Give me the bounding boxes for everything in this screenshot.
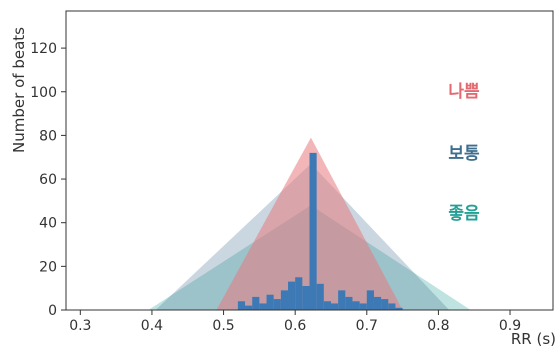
histogram-bar xyxy=(302,285,310,310)
histogram-bar xyxy=(295,277,303,310)
legend-label-good: 좋음 xyxy=(448,204,480,224)
histogram-bar xyxy=(273,299,281,310)
histogram-bar xyxy=(266,294,274,310)
histogram-bar xyxy=(288,281,296,310)
y-tick-label: 60 xyxy=(39,172,57,188)
x-tick-label: 0.7 xyxy=(356,318,378,334)
histogram-bar xyxy=(245,305,253,310)
histogram-bar xyxy=(237,301,246,310)
x-tick-label: 0.3 xyxy=(69,318,91,334)
histogram-bar xyxy=(352,301,360,310)
histogram-bar xyxy=(388,303,396,310)
histogram-bar xyxy=(373,296,382,310)
histogram-bar xyxy=(252,296,260,310)
histogram-bar xyxy=(381,299,389,310)
histogram-bar xyxy=(323,301,331,310)
histogram-bars xyxy=(237,152,403,310)
y-axis-ticks: 0 20 40 60 80 100 120 xyxy=(30,41,66,319)
histogram-bar xyxy=(309,152,317,310)
y-tick-label: 40 xyxy=(39,216,57,232)
histogram-bar xyxy=(395,307,403,310)
y-tick-label: 20 xyxy=(39,259,57,275)
x-tick-label: 0.8 xyxy=(427,318,449,334)
plot-frame xyxy=(65,10,554,311)
x-axis-ticks: 0.3 0.4 0.5 0.6 0.7 0.8 0.9 xyxy=(69,310,521,334)
histogram-bar xyxy=(280,290,289,310)
y-tick-label: 100 xyxy=(30,85,57,101)
x-tick-label: 0.9 xyxy=(499,318,521,334)
histogram-bar xyxy=(366,290,374,310)
x-axis-title: RR (s) xyxy=(511,330,556,347)
x-tick-label: 0.4 xyxy=(141,318,163,334)
histogram-bar xyxy=(345,296,353,310)
x-tick-label: 0.6 xyxy=(284,318,306,334)
legend-label-bad: 나쁨 xyxy=(448,82,480,102)
y-tick-label: 120 xyxy=(30,41,57,57)
legend-label-normal: 보통 xyxy=(448,144,480,164)
histogram-bar xyxy=(359,303,367,310)
y-axis-title: Number of beats xyxy=(10,27,28,153)
y-tick-label: 0 xyxy=(48,303,57,319)
x-tick-label: 0.5 xyxy=(212,318,234,334)
histogram-bar xyxy=(259,303,267,310)
histogram-bar xyxy=(338,290,346,310)
y-tick-label: 80 xyxy=(39,128,57,144)
histogram-bar xyxy=(330,303,339,310)
histogram-bar xyxy=(316,283,324,310)
